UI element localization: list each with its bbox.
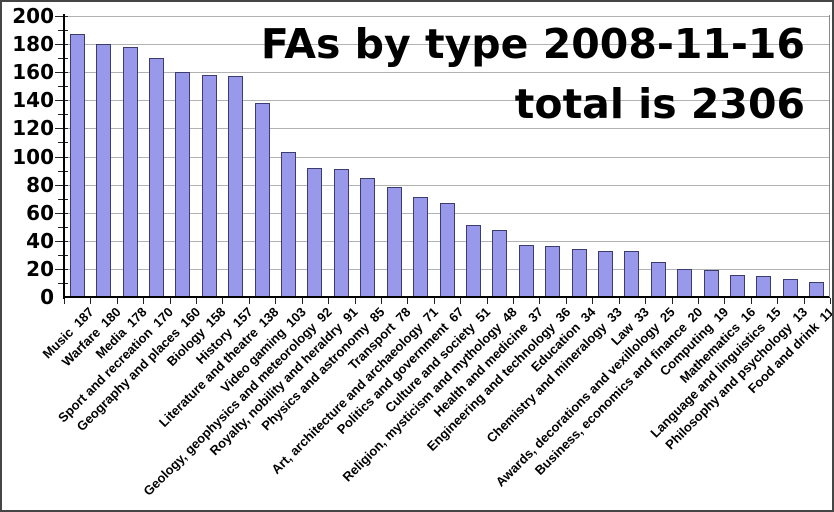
bar: [387, 187, 402, 298]
y-tick: [55, 44, 68, 45]
y-axis-label: 120: [12, 116, 54, 140]
gridline: [65, 100, 830, 101]
bar: [651, 262, 666, 298]
bar: [572, 249, 587, 298]
x-tick: [804, 298, 805, 304]
gridline: [65, 157, 830, 158]
x-tick: [222, 298, 223, 304]
y-tick: [55, 100, 68, 101]
bar: [228, 76, 243, 298]
x-tick: [170, 298, 171, 304]
bar: [466, 225, 481, 298]
x-tick: [143, 298, 144, 304]
y-axis-label: 80: [26, 173, 54, 197]
bar: [96, 44, 111, 298]
x-tick: [724, 298, 725, 304]
y-tick: [55, 72, 68, 73]
bar: [624, 251, 639, 298]
bar: [704, 270, 719, 298]
bar: [202, 75, 217, 298]
x-tick: [328, 298, 329, 304]
y-tick: [55, 128, 68, 129]
x-tick: [90, 298, 91, 304]
gridline: [65, 16, 830, 17]
y-tick: [55, 185, 68, 186]
x-tick: [407, 298, 408, 304]
gridline: [65, 128, 830, 129]
x-tick: [645, 298, 646, 304]
bar: [492, 230, 507, 298]
x-tick: [434, 298, 435, 304]
chart-title-line1: FAs by type 2008-11-16: [260, 20, 805, 68]
bar: [281, 152, 296, 298]
gridline: [65, 44, 830, 45]
x-tick: [249, 298, 250, 304]
y-axis-label: 140: [12, 88, 54, 112]
x-tick: [751, 298, 752, 304]
y-axis-label: 100: [12, 145, 54, 169]
y-axis-label: 200: [12, 4, 54, 28]
x-tick: [619, 298, 620, 304]
bar: [149, 58, 164, 298]
bar: [413, 197, 428, 298]
y-axis-label: 40: [26, 229, 54, 253]
x-tick: [355, 298, 356, 304]
x-tick: [196, 298, 197, 304]
y-tick: [55, 241, 68, 242]
x-tick: [487, 298, 488, 304]
x-tick: [777, 298, 778, 304]
x-axis-line: [63, 296, 830, 298]
bar: [598, 251, 613, 298]
y-axis-label: 60: [26, 201, 54, 225]
x-tick: [830, 298, 831, 304]
y-axis-label: 160: [12, 60, 54, 84]
x-tick: [302, 298, 303, 304]
bar: [307, 168, 322, 298]
bar: [70, 34, 85, 298]
y-tick: [55, 213, 68, 214]
x-tick: [64, 298, 65, 304]
chart-title: FAs by type 2008-11-16 total is 2306: [261, 14, 805, 134]
x-tick: [566, 298, 567, 304]
x-tick: [275, 298, 276, 304]
bar: [334, 169, 349, 298]
x-tick: [381, 298, 382, 304]
x-tick: [672, 298, 673, 304]
x-tick: [592, 298, 593, 304]
gridline: [65, 185, 830, 186]
y-axis-label: 180: [12, 32, 54, 56]
y-axis-label: 20: [26, 257, 54, 281]
y-tick: [55, 157, 68, 158]
bar: [756, 276, 771, 298]
chart-title-line2: total is 2306: [514, 80, 805, 128]
bar: [175, 72, 190, 298]
bar: [519, 245, 534, 298]
bar: [677, 269, 692, 298]
y-axis-line: [63, 14, 65, 299]
x-tick: [513, 298, 514, 304]
x-tick: [460, 298, 461, 304]
x-tick: [539, 298, 540, 304]
y-axis-label: 0: [40, 285, 54, 309]
bar: [440, 203, 455, 298]
x-tick: [117, 298, 118, 304]
bar: [730, 275, 745, 298]
y-tick: [55, 16, 68, 17]
gridline: [65, 72, 830, 73]
bar: [545, 246, 560, 298]
bar: [360, 178, 375, 298]
x-tick: [698, 298, 699, 304]
bar: [123, 47, 138, 298]
plot-right-border: [829, 15, 830, 297]
y-tick: [55, 269, 68, 270]
